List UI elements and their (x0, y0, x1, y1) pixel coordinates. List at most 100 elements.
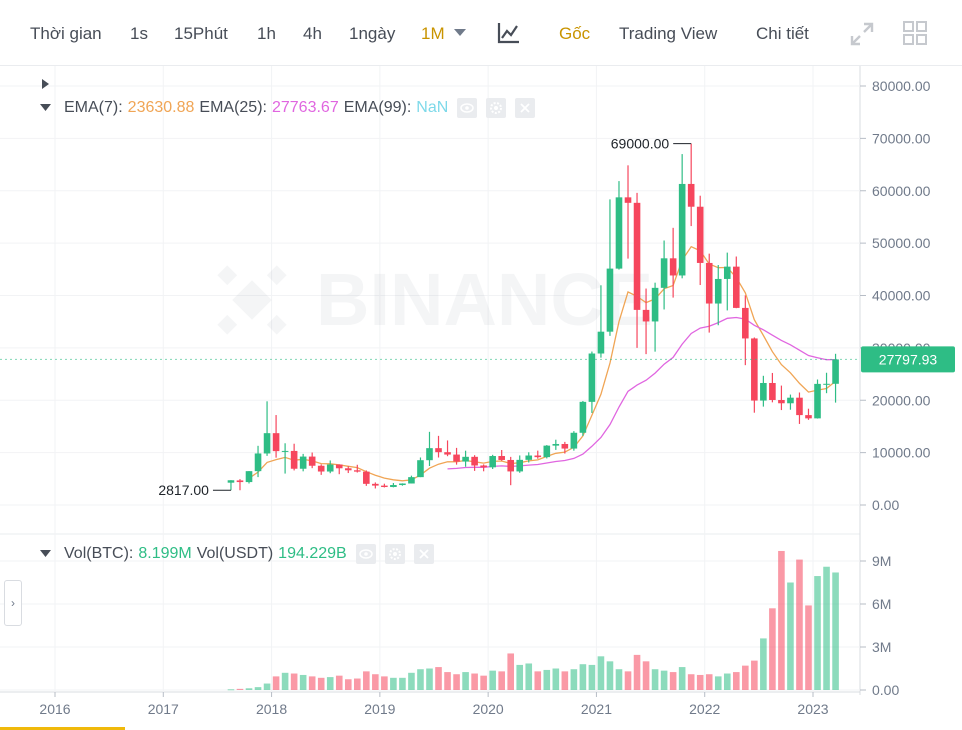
caret-right-icon (42, 79, 49, 89)
candle (760, 375, 767, 407)
candle-body (390, 485, 397, 488)
candle (489, 454, 496, 470)
candle (742, 295, 749, 366)
candle-body (281, 450, 289, 452)
volume-bar (778, 550, 785, 690)
volume-bar (751, 660, 758, 690)
caret-down-icon[interactable] (40, 550, 52, 558)
settings-gear-icon[interactable] (486, 98, 507, 118)
candle-body (732, 266, 740, 308)
candle-body (642, 309, 650, 322)
fullscreen-icon[interactable] (848, 20, 876, 48)
candle (453, 447, 460, 465)
volume-bar (525, 663, 533, 690)
candle (363, 470, 370, 486)
candle (669, 227, 677, 298)
candle-body (760, 382, 767, 401)
candle (317, 464, 325, 475)
candle (561, 441, 569, 454)
volume-bar (732, 672, 740, 690)
interval-3[interactable]: 1h (257, 24, 276, 43)
candle-body (353, 470, 361, 472)
interval-0[interactable]: Thời gian (30, 24, 102, 43)
candle-body (615, 197, 623, 269)
view-tab-1[interactable]: Trading View (619, 24, 718, 43)
eye-icon[interactable] (355, 544, 376, 564)
volume-bar (390, 677, 397, 690)
time-tick-label: 2018 (256, 701, 287, 717)
watermark-text: BINANCE (316, 258, 653, 341)
view-tab-0[interactable]: Gốc (559, 24, 591, 43)
interval-1[interactable]: 1s (130, 24, 148, 43)
volume-bar (381, 676, 388, 690)
candle (552, 439, 560, 450)
candle-body (696, 206, 704, 263)
candle-body (714, 278, 722, 304)
candle (254, 445, 262, 478)
view-tab-2[interactable]: Chi tiết (756, 24, 809, 43)
candle (417, 457, 424, 478)
side-panel-toggle[interactable]: › (4, 580, 22, 626)
candle (624, 165, 632, 259)
eye-icon[interactable] (457, 98, 478, 118)
price-tick-label: 40000.00 (872, 288, 931, 304)
candle-body (687, 183, 695, 207)
candle-body (796, 397, 803, 416)
candle-body (705, 262, 713, 304)
volume-bar (534, 671, 542, 690)
volume-bar (335, 675, 343, 690)
grid-layout-icon[interactable] (902, 20, 930, 48)
price-tick-label: 60000.00 (872, 183, 931, 199)
candle (579, 400, 587, 436)
volume-bar (769, 608, 776, 690)
candle (308, 452, 316, 469)
candle-body (778, 399, 785, 404)
volume-tick-label: 9M (872, 553, 891, 569)
volume-bar (363, 671, 370, 690)
close-icon[interactable] (413, 544, 434, 564)
interval-2[interactable]: 15Phút (174, 24, 228, 43)
candle (642, 288, 650, 355)
close-icon[interactable] (515, 98, 536, 118)
interval-5[interactable]: 1ngày (349, 24, 396, 43)
binance-watermark: BINANCE (217, 258, 653, 341)
volume-bar (796, 559, 803, 690)
ema7-label: EMA(7): (64, 99, 123, 117)
candle-body (426, 448, 433, 461)
time-tick-label: 2022 (689, 701, 720, 717)
candle-body (363, 471, 370, 484)
candle-body (832, 359, 839, 384)
volume-bar (823, 566, 830, 690)
volume-bar (408, 672, 415, 690)
candle (723, 252, 731, 311)
interval-6[interactable]: 1M (421, 24, 445, 43)
volume-bar (426, 668, 433, 690)
candle-body (543, 445, 551, 458)
candle-body (814, 383, 821, 419)
candle-body (823, 383, 830, 385)
candle (335, 464, 343, 475)
candle (751, 337, 758, 413)
candle (588, 351, 596, 413)
candle (426, 431, 433, 467)
volume-bar (516, 664, 524, 690)
volume-bar (317, 677, 325, 690)
candle (236, 479, 244, 491)
candle (272, 415, 280, 458)
interval-4[interactable]: 4h (303, 24, 322, 43)
settings-gear-icon[interactable] (384, 544, 405, 564)
candle-body (489, 456, 496, 468)
caret-down-icon[interactable] (40, 104, 52, 112)
indicator-chart-icon[interactable] (496, 20, 524, 48)
candle (651, 282, 659, 352)
candle-body (597, 331, 605, 354)
volume-bar (669, 672, 677, 690)
candle (543, 445, 551, 459)
candle-body (308, 456, 316, 466)
candle-body (570, 432, 578, 449)
collapse-toggle-top[interactable] (42, 76, 50, 94)
candle-body (534, 455, 542, 458)
candle (227, 480, 235, 491)
volume-bar (344, 679, 352, 690)
